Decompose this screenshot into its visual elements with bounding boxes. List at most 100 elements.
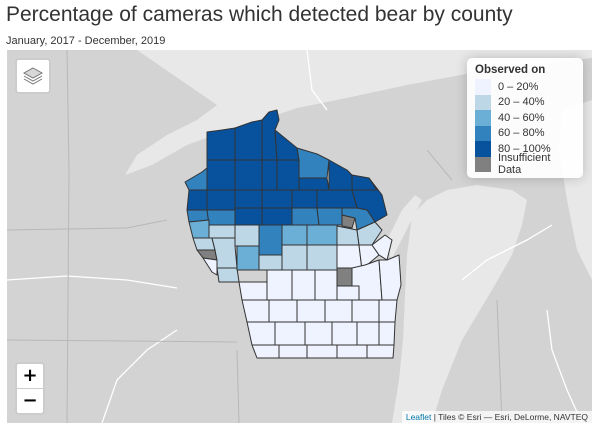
county-mid-a[interactable] (276, 159, 300, 191)
map-attribution: Leaflet | Tiles © Esri — Esri, DeLorme, … (401, 411, 592, 423)
county-west-c[interactable] (234, 159, 263, 191)
county-s-24[interactable] (366, 344, 395, 359)
legend-swatch (475, 156, 491, 172)
county-s-12[interactable] (351, 299, 380, 323)
basemap-road (7, 275, 178, 289)
state-border (496, 299, 503, 423)
county-s-1[interactable] (238, 281, 268, 301)
county-west-b[interactable] (206, 159, 236, 191)
zoom-out-button[interactable]: − (17, 388, 43, 413)
county-s-8[interactable] (241, 299, 270, 323)
county-s-21[interactable] (278, 344, 308, 359)
county-mid-b[interactable] (298, 177, 330, 191)
county-w5-g[interactable] (281, 244, 308, 271)
county-r2-a[interactable] (186, 189, 208, 211)
county-w5-c[interactable] (202, 257, 218, 276)
county-r2-c[interactable] (234, 189, 263, 209)
lake-michigan (392, 185, 527, 423)
county-r4-f[interactable] (306, 224, 338, 246)
legend: Observed on 0 – 20% 20 – 40% 40 – 60% 60 – … (467, 58, 583, 178)
state-border (7, 219, 168, 231)
county-s-11[interactable] (324, 299, 353, 323)
county-r3-d[interactable] (261, 207, 293, 226)
county-s-9[interactable] (268, 299, 298, 323)
county-s-2[interactable] (266, 269, 293, 301)
county-r4-a[interactable] (188, 219, 210, 239)
county-r4-b[interactable] (208, 224, 236, 239)
basemap[interactable] (7, 50, 592, 423)
state-border (426, 149, 453, 181)
county-w5-d[interactable] (216, 267, 240, 283)
county-r4-e[interactable] (281, 224, 308, 246)
legend-swatch (475, 125, 491, 141)
county-s-23[interactable] (336, 344, 368, 359)
county-w5-h[interactable] (306, 244, 338, 271)
zoom-in-button[interactable]: + (22, 365, 38, 386)
county-s-19[interactable] (378, 321, 396, 346)
legend-swatch (475, 79, 491, 95)
county-mid-c[interactable] (328, 159, 356, 191)
legend-item: 20 – 40% (475, 94, 575, 110)
county-r2-e[interactable] (291, 189, 318, 209)
county-west-a[interactable] (184, 167, 208, 191)
county-r2-b[interactable] (206, 189, 236, 211)
green-bay-water (387, 195, 422, 260)
county-r2-f[interactable] (316, 189, 358, 209)
county-s-20[interactable] (251, 344, 280, 359)
county-s-13[interactable] (378, 299, 398, 323)
basemap-road (101, 329, 178, 423)
legend-item: 60 – 80% (475, 125, 575, 141)
county-w5-a[interactable] (192, 237, 216, 251)
county-s-3[interactable] (291, 269, 316, 301)
state-border (236, 349, 240, 423)
county-s-7[interactable] (378, 254, 402, 301)
layers-icon (22, 67, 44, 85)
basemap-road (306, 50, 328, 111)
county-west-d[interactable] (261, 159, 278, 191)
county-ne-a[interactable] (351, 174, 378, 191)
page-subtitle: January, 2017 - December, 2019 (6, 35, 166, 47)
state-border (7, 339, 238, 343)
legend-label: 20 – 40% (498, 96, 545, 109)
county-r3-b[interactable] (206, 209, 236, 226)
county-r4-d[interactable] (258, 224, 283, 256)
page-title: Percentage of cameras which detected bea… (6, 3, 513, 26)
county-s-4[interactable] (314, 269, 338, 301)
layers-control-button[interactable] (15, 58, 51, 94)
county-insufficient-c[interactable] (336, 267, 353, 287)
county-s-16[interactable] (304, 321, 333, 346)
county-s-14[interactable] (246, 321, 276, 346)
lake-superior (125, 50, 592, 175)
legend-item: Insufficient Data (475, 152, 575, 176)
county-r4-c[interactable] (234, 224, 260, 247)
legend-swatch (475, 141, 491, 157)
county-north-4[interactable] (274, 129, 300, 161)
county-r4-g[interactable] (336, 225, 360, 246)
county-e5-b[interactable] (371, 234, 393, 261)
legend-label: 40 – 60% (498, 111, 545, 124)
county-s-10[interactable] (296, 299, 326, 323)
county-r3-f[interactable] (316, 207, 343, 226)
legend-label: 0 – 20% (498, 80, 539, 93)
map-container[interactable]: Observed on 0 – 20% 20 – 40% 40 – 60% 60 – … (7, 50, 592, 423)
county-w5-e[interactable] (236, 245, 260, 271)
leaflet-link[interactable]: Leaflet (405, 412, 432, 422)
county-north-5[interactable] (296, 147, 330, 179)
basemap-road (546, 309, 583, 423)
legend-item: 40 – 60% (475, 110, 575, 126)
legend-item: 80 – 100% (475, 141, 575, 157)
county-s-15[interactable] (274, 321, 306, 346)
county-r4-h[interactable] (356, 221, 383, 246)
county-s-17[interactable] (331, 321, 358, 346)
county-r2-d[interactable] (261, 189, 293, 209)
legend-swatch (475, 110, 491, 126)
county-s-5[interactable] (336, 285, 360, 301)
county-s-18[interactable] (356, 321, 380, 346)
county-w5-f[interactable] (258, 254, 283, 271)
county-s-22[interactable] (306, 344, 338, 359)
county-r3-c[interactable] (234, 207, 263, 226)
county-r3-e[interactable] (291, 207, 320, 226)
legend-label: 80 – 100% (498, 142, 551, 155)
legend-item: 0 – 20% (475, 79, 575, 95)
county-north-1[interactable] (206, 127, 236, 161)
